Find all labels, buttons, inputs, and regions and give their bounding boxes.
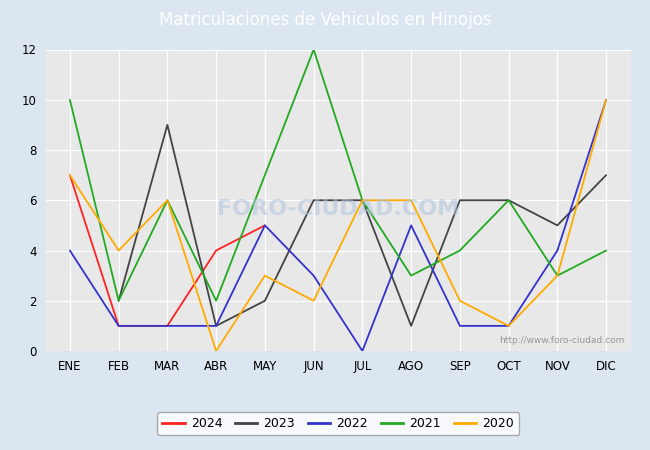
Text: FORO-CIUDAD.COM: FORO-CIUDAD.COM	[217, 199, 459, 219]
Text: Matriculaciones de Vehiculos en Hinojos: Matriculaciones de Vehiculos en Hinojos	[159, 11, 491, 29]
Legend: 2024, 2023, 2022, 2021, 2020: 2024, 2023, 2022, 2021, 2020	[157, 412, 519, 435]
Text: http://www.foro-ciudad.com: http://www.foro-ciudad.com	[499, 336, 625, 345]
